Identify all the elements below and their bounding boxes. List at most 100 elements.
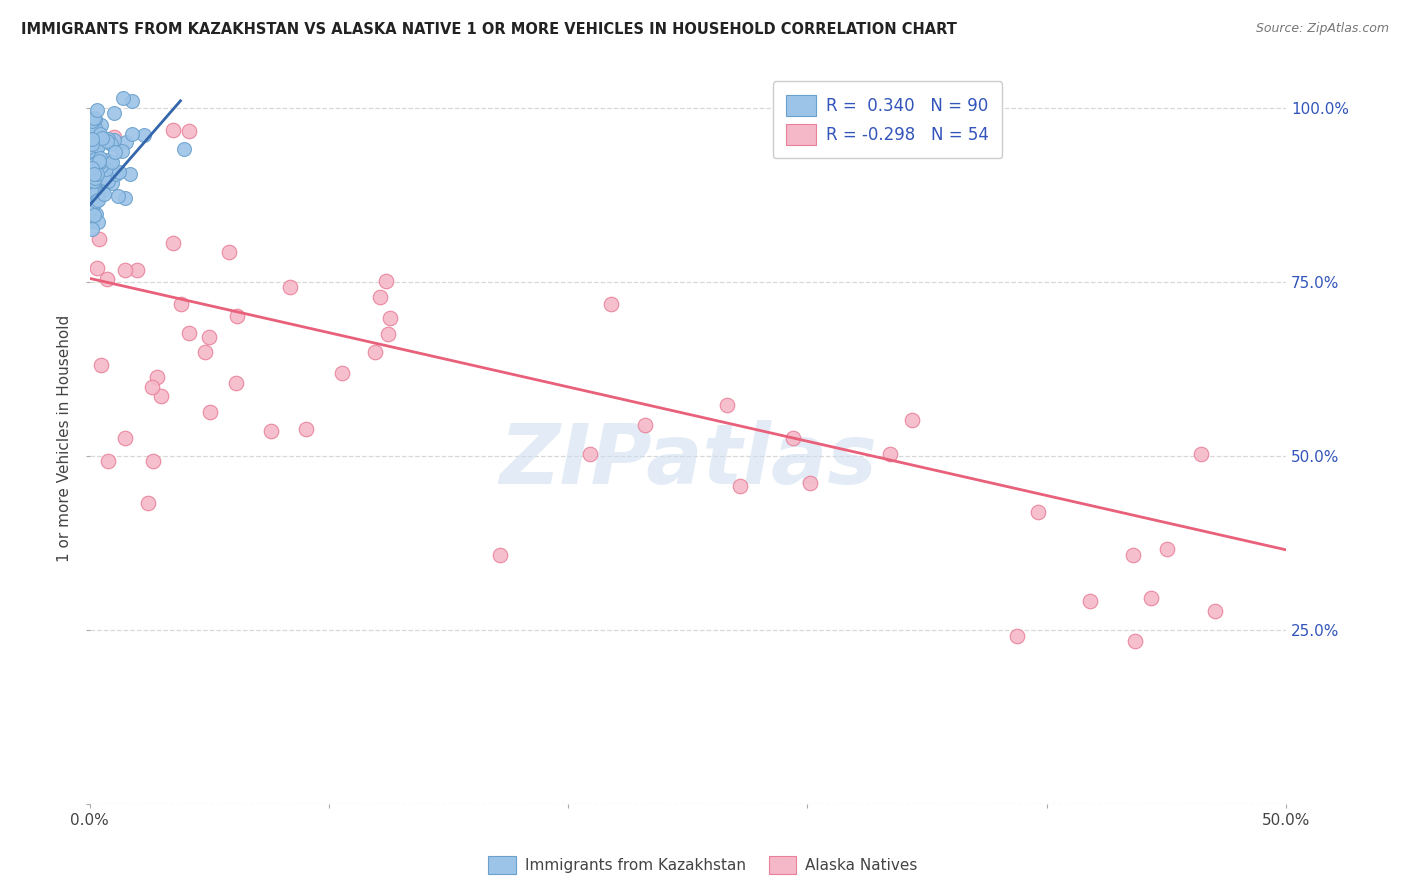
Point — [87, 215, 110, 229]
Point — [82, 158, 104, 172]
Point — [86, 186, 108, 201]
Point — [100, 154, 122, 169]
Point — [364, 344, 387, 359]
Point — [111, 145, 134, 159]
Point — [1123, 633, 1146, 648]
Point — [1122, 548, 1144, 562]
Point — [94, 162, 117, 177]
Point — [80, 157, 103, 171]
Point — [97, 132, 120, 146]
Point — [150, 389, 173, 403]
Point — [87, 194, 110, 208]
Point — [634, 418, 657, 433]
Point — [84, 153, 107, 167]
Point — [114, 263, 136, 277]
Point — [86, 261, 108, 276]
Point — [83, 178, 105, 192]
Point — [84, 121, 107, 136]
Point — [96, 272, 118, 286]
Point — [112, 91, 135, 105]
Point — [89, 151, 111, 165]
Point — [104, 145, 127, 160]
Y-axis label: 1 or more Vehicles in Household: 1 or more Vehicles in Household — [58, 315, 72, 562]
Point — [86, 165, 108, 179]
Point — [100, 137, 122, 152]
Point — [488, 549, 510, 563]
Point — [716, 398, 738, 412]
Point — [107, 165, 129, 179]
Point — [83, 173, 105, 187]
Point — [103, 129, 125, 144]
Point — [87, 153, 110, 168]
Point — [1026, 505, 1049, 519]
Point — [83, 167, 105, 181]
Point — [225, 309, 247, 323]
Point — [90, 154, 112, 169]
Point — [380, 310, 402, 325]
Point — [80, 112, 103, 127]
Point — [103, 133, 125, 147]
Point — [136, 496, 159, 510]
Point — [80, 222, 103, 236]
Point — [200, 405, 222, 419]
Point — [169, 297, 191, 311]
Point — [295, 422, 318, 436]
Point — [96, 135, 118, 149]
Text: Source: ZipAtlas.com: Source: ZipAtlas.com — [1256, 22, 1389, 36]
Point — [84, 145, 107, 160]
Point — [374, 274, 396, 288]
Point — [86, 132, 108, 146]
Point — [83, 189, 105, 203]
Point — [90, 118, 112, 132]
Point — [177, 326, 200, 340]
Point — [198, 330, 221, 344]
Point — [179, 124, 201, 138]
Point — [114, 191, 136, 205]
Point — [901, 413, 924, 427]
Point — [90, 358, 112, 372]
Point — [225, 376, 247, 391]
Point — [80, 177, 103, 191]
Point — [91, 131, 114, 145]
Point — [86, 154, 108, 169]
Point — [89, 128, 111, 142]
Point — [80, 120, 103, 135]
Text: ZIPatlas: ZIPatlas — [499, 420, 877, 501]
Point — [260, 424, 283, 438]
Point — [93, 187, 115, 202]
Point — [114, 136, 136, 150]
Point — [93, 170, 115, 185]
Point — [80, 145, 103, 160]
Point — [173, 142, 195, 156]
Point — [118, 167, 141, 181]
Point — [1156, 542, 1178, 557]
Point — [103, 106, 125, 120]
Point — [84, 207, 107, 221]
Point — [1007, 629, 1029, 643]
Point — [83, 208, 105, 222]
Point — [97, 174, 120, 188]
Point — [600, 297, 623, 311]
Point — [146, 369, 169, 384]
Point — [98, 135, 121, 149]
Point — [1204, 604, 1226, 618]
Point — [278, 280, 301, 294]
Point — [97, 453, 120, 467]
Point — [87, 163, 110, 178]
Point — [368, 290, 391, 304]
Point — [83, 186, 105, 201]
Point — [142, 454, 165, 468]
Point — [86, 139, 108, 153]
Point — [104, 167, 127, 181]
Point — [82, 157, 104, 171]
Point — [87, 167, 110, 181]
Point — [377, 327, 399, 342]
Point — [86, 176, 108, 190]
Point — [83, 144, 105, 158]
Point — [162, 123, 184, 137]
Point — [1189, 447, 1212, 461]
Point — [80, 214, 103, 228]
Point — [84, 170, 107, 185]
Point — [82, 137, 104, 152]
Text: IMMIGRANTS FROM KAZAKHSTAN VS ALASKA NATIVE 1 OR MORE VEHICLES IN HOUSEHOLD CORR: IMMIGRANTS FROM KAZAKHSTAN VS ALASKA NAT… — [21, 22, 957, 37]
